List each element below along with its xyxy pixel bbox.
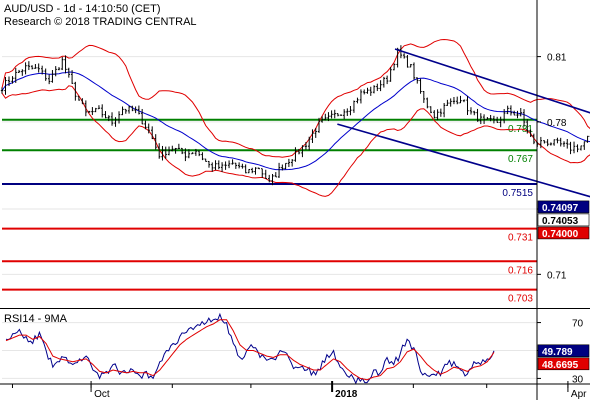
price-tick-label-3: 0.81: [547, 53, 567, 64]
channel-upper-line: [394, 48, 590, 114]
rsi-tag-box-0: [537, 344, 590, 358]
chart-credit: Research © 2018 TRADING CENTRAL: [4, 16, 197, 28]
price-tick-label-0: 0.71: [547, 270, 567, 281]
channel-lower-line: [337, 123, 590, 198]
rsi-tag-label-1: 48.6695: [542, 360, 579, 371]
price-tag-box-2: [537, 226, 590, 240]
price-tick-label-2: 0.78: [547, 118, 567, 129]
channel-layer: [337, 48, 590, 198]
level-label-2: 0.7515: [502, 188, 533, 199]
price-tag-label-1: 0.74053: [542, 216, 579, 227]
time-tick-label-2: Apr: [571, 389, 587, 400]
rsi-tick-label-2: 30: [572, 374, 584, 385]
level-label-3: 0.731: [508, 233, 533, 244]
price-tag-label-2: 0.74000: [542, 229, 579, 240]
moving-average-line: [1, 71, 590, 171]
level-label-4: 0.716: [508, 265, 533, 276]
time-tick-label-0: Oct: [94, 389, 110, 400]
price-tag-layer: 0.74097 0.74053 0.74000 49.789 48.6695: [537, 200, 590, 371]
level-label-5: 0.703: [508, 294, 533, 305]
rsi-ma-line: [5, 319, 495, 381]
rsi-tag-box-1: [537, 357, 590, 371]
price-tag-label-0: 0.74097: [542, 203, 579, 214]
rsi-line: [5, 312, 495, 385]
candles-layer: [0, 45, 590, 186]
price-tag-box-1: [537, 213, 590, 227]
time-tick-label-1: 2018: [335, 389, 358, 400]
chart-title: AUD/USD - 1d - 14:10:50 (CET): [4, 3, 161, 15]
price-tag-box-0: [537, 200, 590, 214]
level-label-1: 0.767: [508, 154, 533, 165]
rsi-layer: [5, 312, 495, 385]
rsi-title: RSI14 - 9MA: [4, 313, 68, 325]
bollinger-upper-line: [1, 38, 590, 158]
rsi-tag-label-0: 49.789: [542, 347, 573, 358]
grid-layer: [2, 56, 537, 379]
rsi-tick-label-0: 70: [572, 319, 584, 330]
